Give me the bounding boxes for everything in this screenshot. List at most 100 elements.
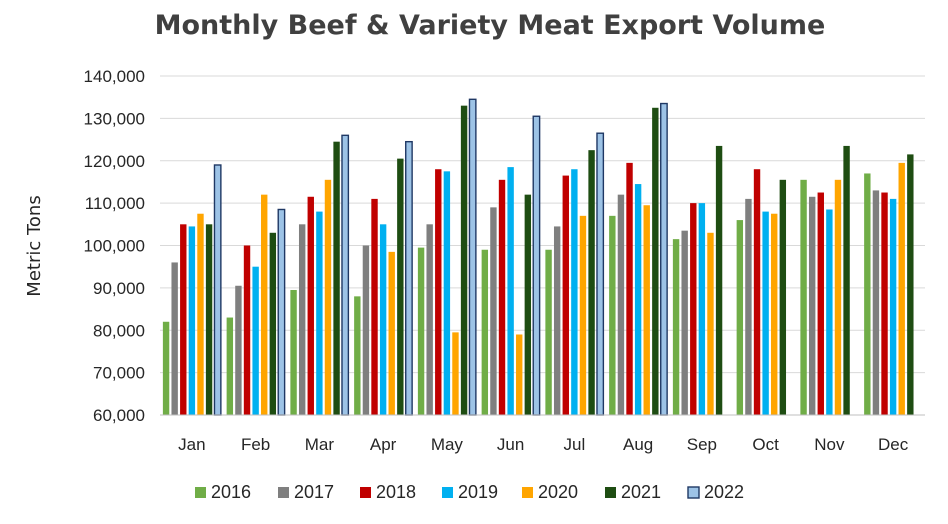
y-tick-label: 120,000 [84,152,145,171]
bar-2017-nov [808,196,816,415]
x-tick-label: Jun [497,435,524,454]
bar-2019-jan [188,226,196,415]
bar-2020-apr [388,251,395,415]
y-tick-label: 90,000 [93,279,145,298]
bar-2017-jun [490,207,497,415]
bar-2018-dec [881,192,888,415]
legend-label-2022: 2022 [704,482,744,502]
y-axis-title: Metric Tons [24,195,45,296]
bar-2021-sep [715,145,723,416]
legend: 2016 2017 2018 2019 2020 2021 2022 [195,482,744,502]
bar-2020-sep [707,232,714,415]
bar-2016-jan [162,321,170,415]
bar-2020-jun [516,334,523,415]
legend-label-2020: 2020 [538,482,578,502]
legend-label-2021: 2021 [621,482,661,502]
bar-2021-apr [397,158,404,415]
bar-2017-jul [553,226,561,415]
bar-2018-oct [753,169,761,415]
bar-2019-may [443,171,451,415]
bar-2019-jun [507,167,514,415]
y-tick-label: 110,000 [85,194,145,213]
y-tick-label: 130,000 [84,109,145,128]
bar-2021-jan [205,224,213,415]
bar-2016-jun [481,249,489,415]
bar-2020-jan [197,213,204,415]
bar-2019-dec [889,198,897,415]
bar-2017-oct [745,198,752,415]
y-tick-label: 70,000 [93,364,145,383]
bar-2016-may [417,247,425,415]
x-tick-label: Aug [623,435,653,454]
legend-swatch-2018 [360,487,371,498]
bar-2016-dec [864,173,871,415]
x-tick-label: Mar [305,435,335,454]
bar-2022-may [468,98,477,416]
bar-2020-may [452,332,459,415]
x-tick-label: Dec [878,435,909,454]
x-tick-label: Oct [752,435,779,454]
x-tick-label: Feb [241,435,270,454]
bar-2022-apr [405,140,413,416]
chart-title: Monthly Beef & Variety Meat Export Volum… [155,10,826,41]
bar-2018-nov [817,192,824,415]
bar-2020-oct [771,213,778,415]
bar-2022-jan [213,164,222,416]
bar-2016-mar [290,289,297,415]
bar-2021-nov [843,145,850,416]
bar-2018-jul [562,175,569,415]
bar-2020-dec [898,162,905,415]
bar-2016-jul [545,249,552,415]
legend-swatch-2019 [442,487,453,498]
bar-2021-jun [524,194,532,415]
bar-2022-jul [596,132,605,416]
bar-2019-aug [634,184,642,415]
bar-2018-aug [626,162,633,415]
bar-2018-apr [371,198,378,415]
bar-2021-feb [269,232,277,415]
y-tick-label: 140,000 [84,67,145,86]
bar-2017-dec [872,190,880,415]
bar-2018-mar [307,196,314,415]
bar-2016-apr [354,296,361,415]
bar-2017-sep [681,230,688,415]
bar-2018-jan [180,224,187,415]
bar-2018-jun [498,179,506,415]
bar-2022-feb [277,208,286,416]
bar-2021-aug [652,107,659,415]
x-tick-label: Jul [564,435,586,454]
bar-2017-may [426,224,433,415]
bar-2020-feb [261,194,268,415]
bar-2019-apr [379,224,387,415]
x-tick-label: Jan [178,435,205,454]
bar-2017-mar [298,224,306,415]
y-tick-label: 100,000 [84,237,145,256]
bar-2021-dec [907,154,914,415]
bar-2019-sep [698,203,706,416]
bar-2020-aug [643,205,650,415]
legend-swatch-2017 [278,487,289,498]
bar-2019-nov [826,209,833,415]
bar-2021-jul [588,150,595,415]
legend-label-2016: 2016 [211,482,251,502]
legend-label-2018: 2018 [376,482,416,502]
bar-2021-may [460,105,468,415]
x-tick-label: Nov [814,435,845,454]
bar-2019-feb [252,266,259,415]
bar-2022-aug [660,102,668,416]
bar-2021-mar [333,141,340,415]
bar-2021-oct [779,179,787,415]
bar-2016-feb [226,317,234,415]
legend-swatch-2021 [605,487,616,498]
bar-2019-oct [762,211,769,415]
x-tick-label: Apr [370,435,397,454]
x-axis-ticks: Jan Feb Mar Apr May Jun Jul Aug Sep Oct Nov Dec [178,435,909,454]
bar-2017-apr [362,245,370,415]
y-tick-label: 60,000 [93,406,145,425]
bar-2017-jan [171,262,178,415]
bar-2017-feb [235,285,242,415]
bars [162,98,914,416]
grid [160,75,925,374]
bar-2019-jul [571,169,578,415]
x-tick-label: Sep [687,435,717,454]
